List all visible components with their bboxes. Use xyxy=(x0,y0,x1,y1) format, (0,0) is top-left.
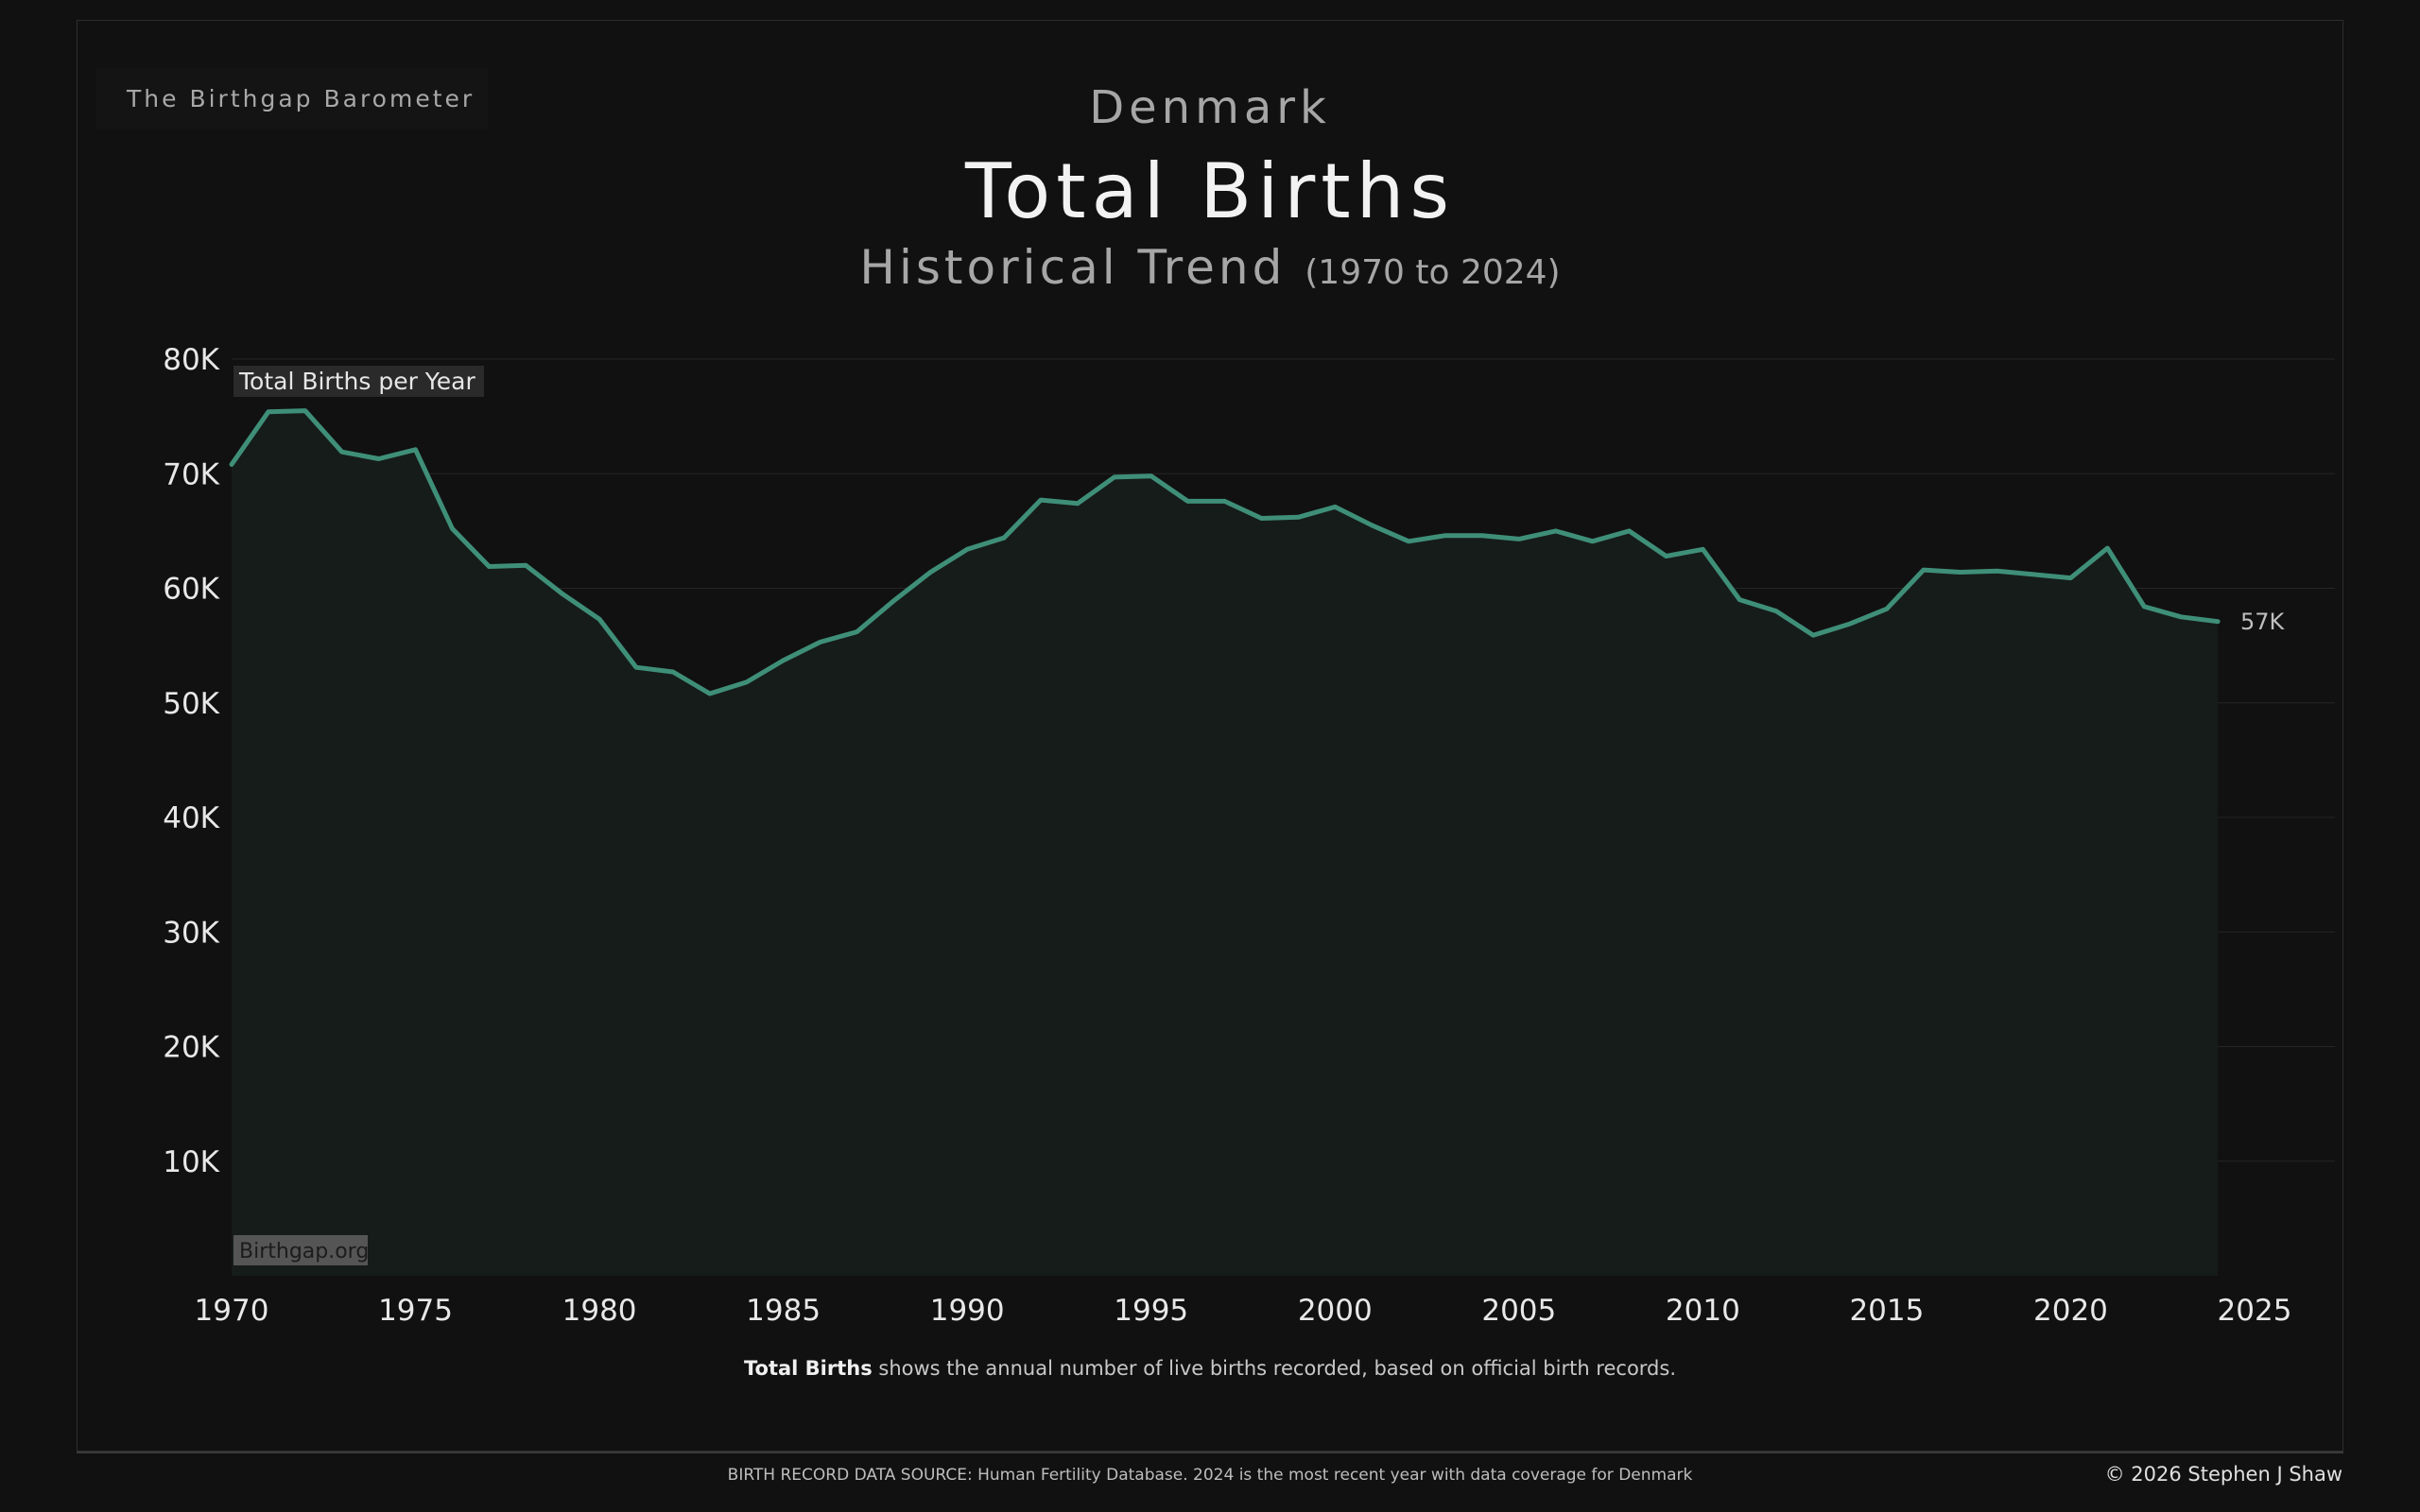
watermark: Birthgap.org xyxy=(233,1235,369,1265)
x-tick-label: 1985 xyxy=(746,1294,821,1328)
copyright: © 2026 Stephen J Shaw xyxy=(2104,1463,2342,1486)
x-tick-label: 2025 xyxy=(2218,1294,2292,1328)
x-tick-label: 2000 xyxy=(1298,1294,1373,1328)
y-tick-label: 80K xyxy=(163,343,219,377)
series-label: Total Births per Year xyxy=(233,366,484,397)
series-label-text: Total Births per Year xyxy=(238,368,475,395)
caption-bold: Total Births xyxy=(743,1357,873,1380)
x-tick-label: 1995 xyxy=(1114,1294,1188,1328)
watermark-text: Birthgap.org xyxy=(239,1240,369,1263)
page-title: Total Births xyxy=(964,147,1455,235)
x-tick-label: 1990 xyxy=(930,1294,1005,1328)
x-axis-ticks: 1970 1975 1980 1985 1990 1995 2000 2005 2010 2015… xyxy=(195,1294,2292,1328)
chart-caption: Total Births shows the annual number of … xyxy=(0,1357,2420,1380)
y-tick-label: 70K xyxy=(163,457,219,491)
y-tick-label: 50K xyxy=(163,687,219,721)
x-tick-label: 1970 xyxy=(195,1294,269,1328)
end-value-label: 57K xyxy=(2240,609,2286,635)
x-tick-label: 2010 xyxy=(1666,1294,1740,1328)
brand-label: The Birthgap Barometer xyxy=(96,68,488,129)
y-tick-label: 40K xyxy=(163,801,219,835)
caption-text: shows the annual number of live births r… xyxy=(872,1357,1677,1380)
page-subtitle: Historical Trend (1970 to 2024) xyxy=(0,240,2420,295)
x-tick-label: 1980 xyxy=(562,1294,637,1328)
y-axis-ticks: 10K 20K 30K 40K 50K 60K 70K 80K xyxy=(163,343,219,1179)
y-tick-label: 10K xyxy=(163,1145,219,1179)
births-line[interactable] xyxy=(229,408,2221,696)
x-tick-label: 2020 xyxy=(2033,1294,2108,1328)
subtitle-text: Historical Trend xyxy=(859,240,1287,295)
births-chart: 10K 20K 30K 40K 50K 60K 70K 80K 1970 1975 1980 198… xyxy=(163,343,2335,1328)
data-source-note: BIRTH RECORD DATA SOURCE: Human Fertilit… xyxy=(727,1466,1693,1485)
x-tick-label: 2005 xyxy=(1481,1294,1556,1328)
x-tick-label: 1975 xyxy=(378,1294,453,1328)
footer-divider xyxy=(77,1452,2343,1453)
subtitle-range: (1970 to 2024) xyxy=(1305,253,1561,292)
x-tick-label: 2015 xyxy=(1849,1294,1924,1328)
country-title: Denmark xyxy=(1089,81,1331,134)
y-tick-label: 30K xyxy=(163,916,219,950)
y-tick-label: 20K xyxy=(163,1031,219,1065)
births-area xyxy=(232,410,2219,1277)
dashboard-frame xyxy=(77,20,2343,1452)
y-tick-label: 60K xyxy=(163,573,219,607)
